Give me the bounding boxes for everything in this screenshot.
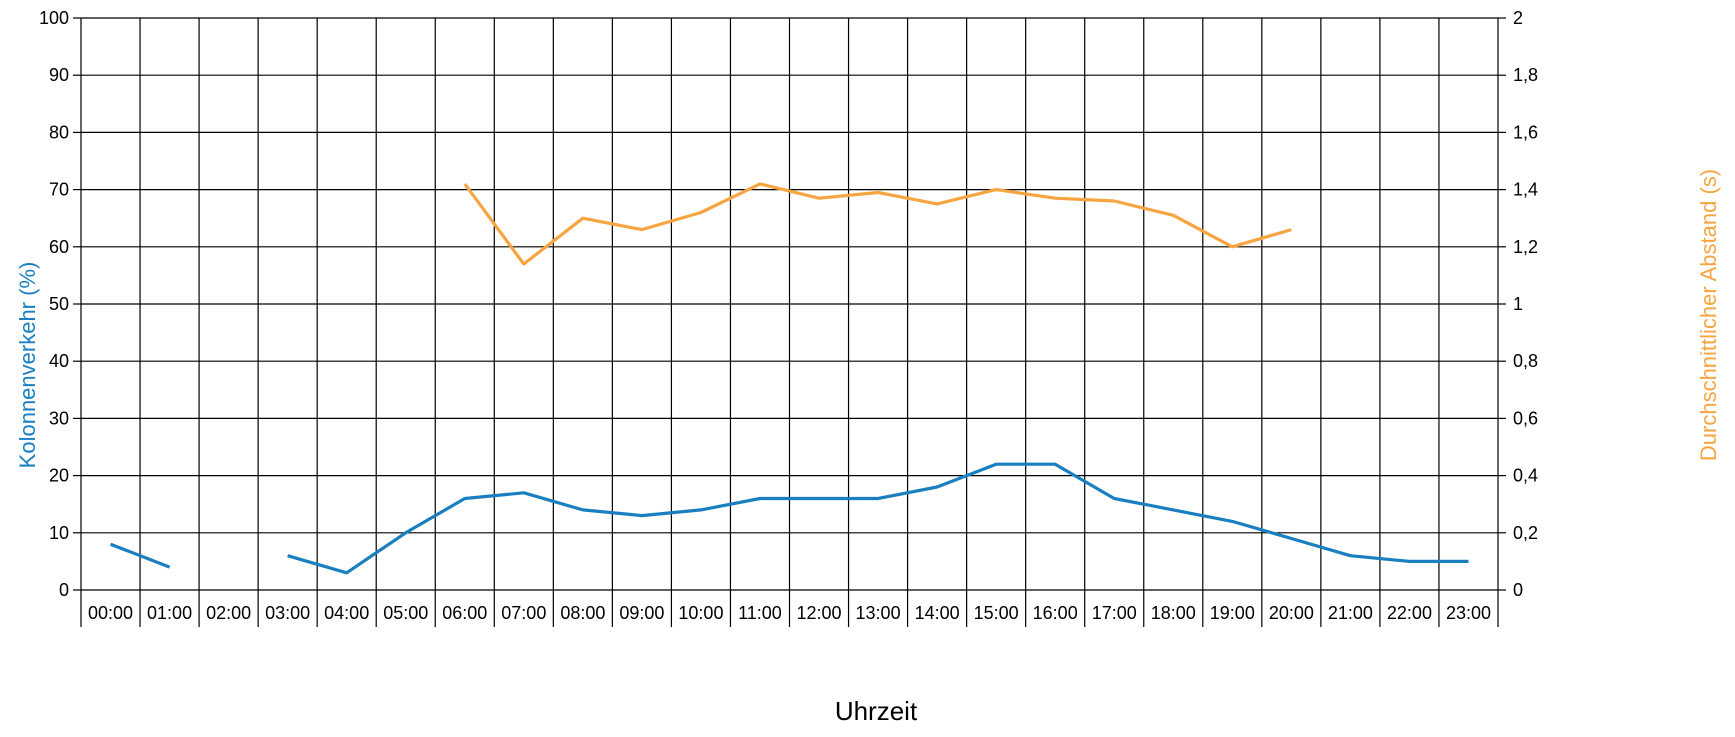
x-tick-label: 03:00 (265, 603, 310, 623)
left-tick-label: 80 (49, 122, 69, 142)
right-tick-label: 1,6 (1513, 122, 1538, 142)
x-tick-label: 07:00 (501, 603, 546, 623)
x-tick-label: 02:00 (206, 603, 251, 623)
series-line-1 (109, 462, 1469, 575)
left-tick-label: 10 (49, 523, 69, 543)
right-tick-label: 0,4 (1513, 466, 1538, 486)
x-tick-label: 04:00 (324, 603, 369, 623)
left-tick-label: 60 (49, 237, 69, 257)
x-tick-label: 16:00 (1033, 603, 1078, 623)
right-tick-label: 1,2 (1513, 237, 1538, 257)
right-tick-label: 0,6 (1513, 408, 1538, 428)
series-line-2 (463, 182, 1292, 266)
left-tick-label: 40 (49, 351, 69, 371)
right-tick-label: 2 (1513, 8, 1523, 28)
x-tick-label: 12:00 (796, 603, 841, 623)
x-tick-label: 13:00 (856, 603, 901, 623)
x-axis-ticks: 00:00 01:00 02:00 03:00 04:00 05:00 06:00 07:00… (88, 603, 1491, 623)
x-tick-label: 21:00 (1328, 603, 1373, 623)
left-tick-label: 30 (49, 408, 69, 428)
x-tick-label: 14:00 (915, 603, 960, 623)
right-tick-label: 1 (1513, 294, 1523, 314)
x-tick-label: 20:00 (1269, 603, 1314, 623)
x-tick-label: 01:00 (147, 603, 192, 623)
x-tick-label: 23:00 (1446, 603, 1491, 623)
x-tick-label: 00:00 (88, 603, 133, 623)
right-tick-label: 0,8 (1513, 351, 1538, 371)
right-axis-ticks: 0 0,2 0,4 0,6 0,8 1 1,2 1,4 1,6 1,8 2 (1513, 8, 1538, 600)
right-tick-label: 1,8 (1513, 65, 1538, 85)
left-tick-label: 0 (59, 580, 69, 600)
x-tick-label: 18:00 (1151, 603, 1196, 623)
x-tick-label: 11:00 (738, 603, 782, 623)
left-tick-label: 90 (49, 65, 69, 85)
left-tick-label: 100 (39, 8, 69, 28)
left-tick-label: 50 (49, 294, 69, 314)
left-tick-label: 70 (49, 180, 69, 200)
left-tick-label: 20 (49, 466, 69, 486)
x-tick-label: 10:00 (678, 603, 723, 623)
x-tick-label: 06:00 (442, 603, 487, 623)
left-axis-title: Kolonnenverkehr (%) (15, 262, 40, 469)
right-tick-label: 1,4 (1513, 180, 1538, 200)
left-axis-ticks: 0 10 20 30 40 50 60 70 80 90 100 (39, 8, 69, 600)
grid (73, 17, 1506, 627)
right-tick-label: 0 (1513, 580, 1523, 600)
x-tick-label: 19:00 (1210, 603, 1255, 623)
x-tick-label: 05:00 (383, 603, 428, 623)
series (109, 182, 1469, 575)
x-tick-label: 22:00 (1387, 603, 1432, 623)
x-tick-label: 09:00 (619, 603, 664, 623)
x-tick-label: 17:00 (1092, 603, 1137, 623)
x-tick-label: 08:00 (560, 603, 605, 623)
x-axis-title: Uhrzeit (835, 696, 918, 726)
right-axis-title: Durchschnittlicher Abstand (s) (1696, 169, 1721, 461)
x-tick-label: 15:00 (974, 603, 1019, 623)
right-tick-label: 0,2 (1513, 523, 1538, 543)
